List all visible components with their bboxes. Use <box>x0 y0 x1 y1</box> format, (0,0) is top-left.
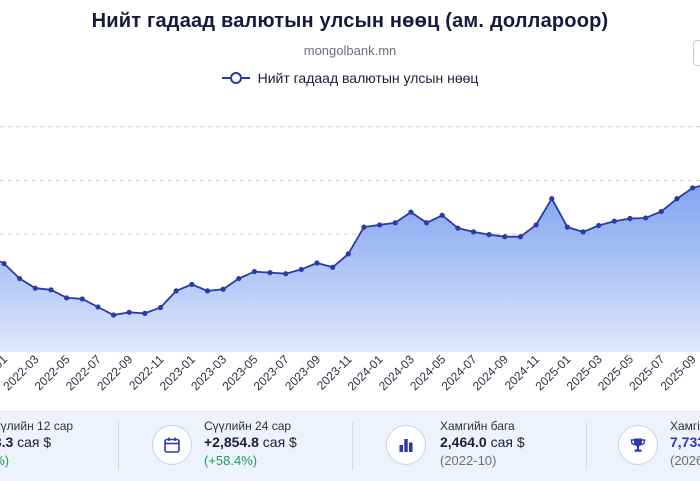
stat-value: 7,733 <box>670 434 700 450</box>
trophy-icon <box>618 425 658 465</box>
x-tick-label: -01 <box>0 352 10 374</box>
series-area <box>0 185 700 352</box>
data-point-2022-06[interactable] <box>79 296 85 302</box>
grid-lines <box>0 126 700 235</box>
data-point-2024-03[interactable] <box>408 209 414 215</box>
data-point-2022-03[interactable] <box>32 285 38 291</box>
data-point-2025-05[interactable] <box>627 215 633 222</box>
data-point-2024-07[interactable] <box>470 229 477 235</box>
series-line <box>3 184 700 316</box>
data-point-2025-08[interactable] <box>674 196 680 202</box>
stat-label: Хамгийн бага <box>440 419 515 433</box>
data-point-2023-11[interactable] <box>345 251 351 257</box>
stat-label: Сүүлийн 24 сар <box>204 419 292 433</box>
data-point-2023-12[interactable] <box>361 224 367 230</box>
data-point-2025-07[interactable] <box>658 208 664 215</box>
data-point-2024-10[interactable] <box>517 234 524 240</box>
data-point-2022-04[interactable] <box>48 287 54 293</box>
data-point-2025-01[interactable] <box>564 224 571 230</box>
divider <box>118 422 119 470</box>
source-link[interactable]: mongolbank.mn <box>303 43 397 58</box>
stat-date: (2022-10) <box>440 453 497 468</box>
data-point-2023-07[interactable] <box>283 271 289 277</box>
stat-change: (+58.4%) <box>204 453 258 468</box>
data-point-2024-12[interactable] <box>549 196 555 202</box>
divider <box>352 422 353 470</box>
divider <box>586 422 587 470</box>
chart-title: Нийт гадаад валютын улсын нөөц (ам. долл… <box>91 10 609 32</box>
legend[interactable]: Нийт гадаад валютын улсын нөөц <box>0 70 700 86</box>
data-point-2024-08[interactable] <box>486 231 492 238</box>
data-point-2022-11[interactable] <box>157 304 164 311</box>
data-point-2025-03[interactable] <box>596 222 602 229</box>
stats-bar: Сүүлийн 12 сар 98.3 сая $ 9%) Сүүлийн 24… <box>0 411 700 481</box>
stat-minimum: Хамгийн бага 2,464.0 сая $ (2022-10) <box>386 412 586 481</box>
data-point-2022-12[interactable] <box>173 288 179 294</box>
data-point-2022-07[interactable] <box>95 304 101 310</box>
data-point-2023-04[interactable] <box>236 275 242 282</box>
bar-chart-icon <box>386 425 426 465</box>
x-tick-label: 2025-09 <box>658 352 699 393</box>
legend-label: Нийт гадаад валютын улсын нөөц <box>257 70 479 86</box>
data-points <box>0 185 696 318</box>
data-point-2024-09[interactable] <box>502 234 508 240</box>
data-point-2022-08[interactable] <box>110 312 117 318</box>
data-point-2025-02[interactable] <box>580 229 586 235</box>
data-point-2024-05[interactable] <box>439 212 445 218</box>
data-point-2023-03[interactable] <box>220 286 226 292</box>
stat-value: +2,854.8 сая $ <box>204 434 297 450</box>
data-point-2025-04[interactable] <box>611 218 617 224</box>
data-point-2023-01[interactable] <box>189 281 195 288</box>
stat-label: Хамгі <box>670 419 700 433</box>
data-point-2024-11[interactable] <box>533 222 539 228</box>
data-point-2022-05[interactable] <box>64 295 70 301</box>
data-point-2024-01[interactable] <box>377 222 383 228</box>
data-point-2023-10[interactable] <box>330 264 336 270</box>
data-point-2023-09[interactable] <box>314 260 320 266</box>
data-point-2022-10[interactable] <box>142 310 148 316</box>
data-point-2022-02[interactable] <box>17 275 23 282</box>
data-point-2023-05[interactable] <box>251 268 257 275</box>
data-point-2024-02[interactable] <box>392 220 398 226</box>
data-point-2024-04[interactable] <box>423 220 430 226</box>
side-panel-toggle[interactable] <box>693 40 700 66</box>
reserves-chart: -012022-032022-052022-072022-092022-1120… <box>0 126 700 393</box>
x-axis-ticks: -012022-032022-052022-072022-092022-1120… <box>0 352 699 393</box>
stat-label: Сүүлийн 12 сар <box>0 419 74 433</box>
data-point-2023-06[interactable] <box>267 270 273 276</box>
stat-last-24-months: Сүүлийн 24 сар +2,854.8 сая $ (+58.4%) <box>152 412 352 481</box>
calendar-icon <box>152 425 192 465</box>
data-point-2022-01[interactable] <box>1 260 7 267</box>
data-point-2024-06[interactable] <box>455 225 461 231</box>
stat-change: 9%) <box>0 453 10 468</box>
stat-value: 98.3 сая $ <box>0 434 52 450</box>
data-point-2025-09[interactable] <box>690 185 696 191</box>
data-point-2023-02[interactable] <box>204 288 211 294</box>
stat-maximum: Хамгі 7,733 (2026 <box>618 412 700 481</box>
stat-value: 2,464.0 сая $ <box>440 434 525 450</box>
legend-line-marker-icon <box>221 72 250 84</box>
data-point-2022-09[interactable] <box>126 309 132 315</box>
stat-date: (2026 <box>670 453 700 468</box>
stat-last-12-months: Сүүлийн 12 сар 98.3 сая $ 9%) <box>0 412 116 481</box>
data-point-2025-06[interactable] <box>643 215 649 221</box>
data-point-2023-08[interactable] <box>298 266 304 273</box>
